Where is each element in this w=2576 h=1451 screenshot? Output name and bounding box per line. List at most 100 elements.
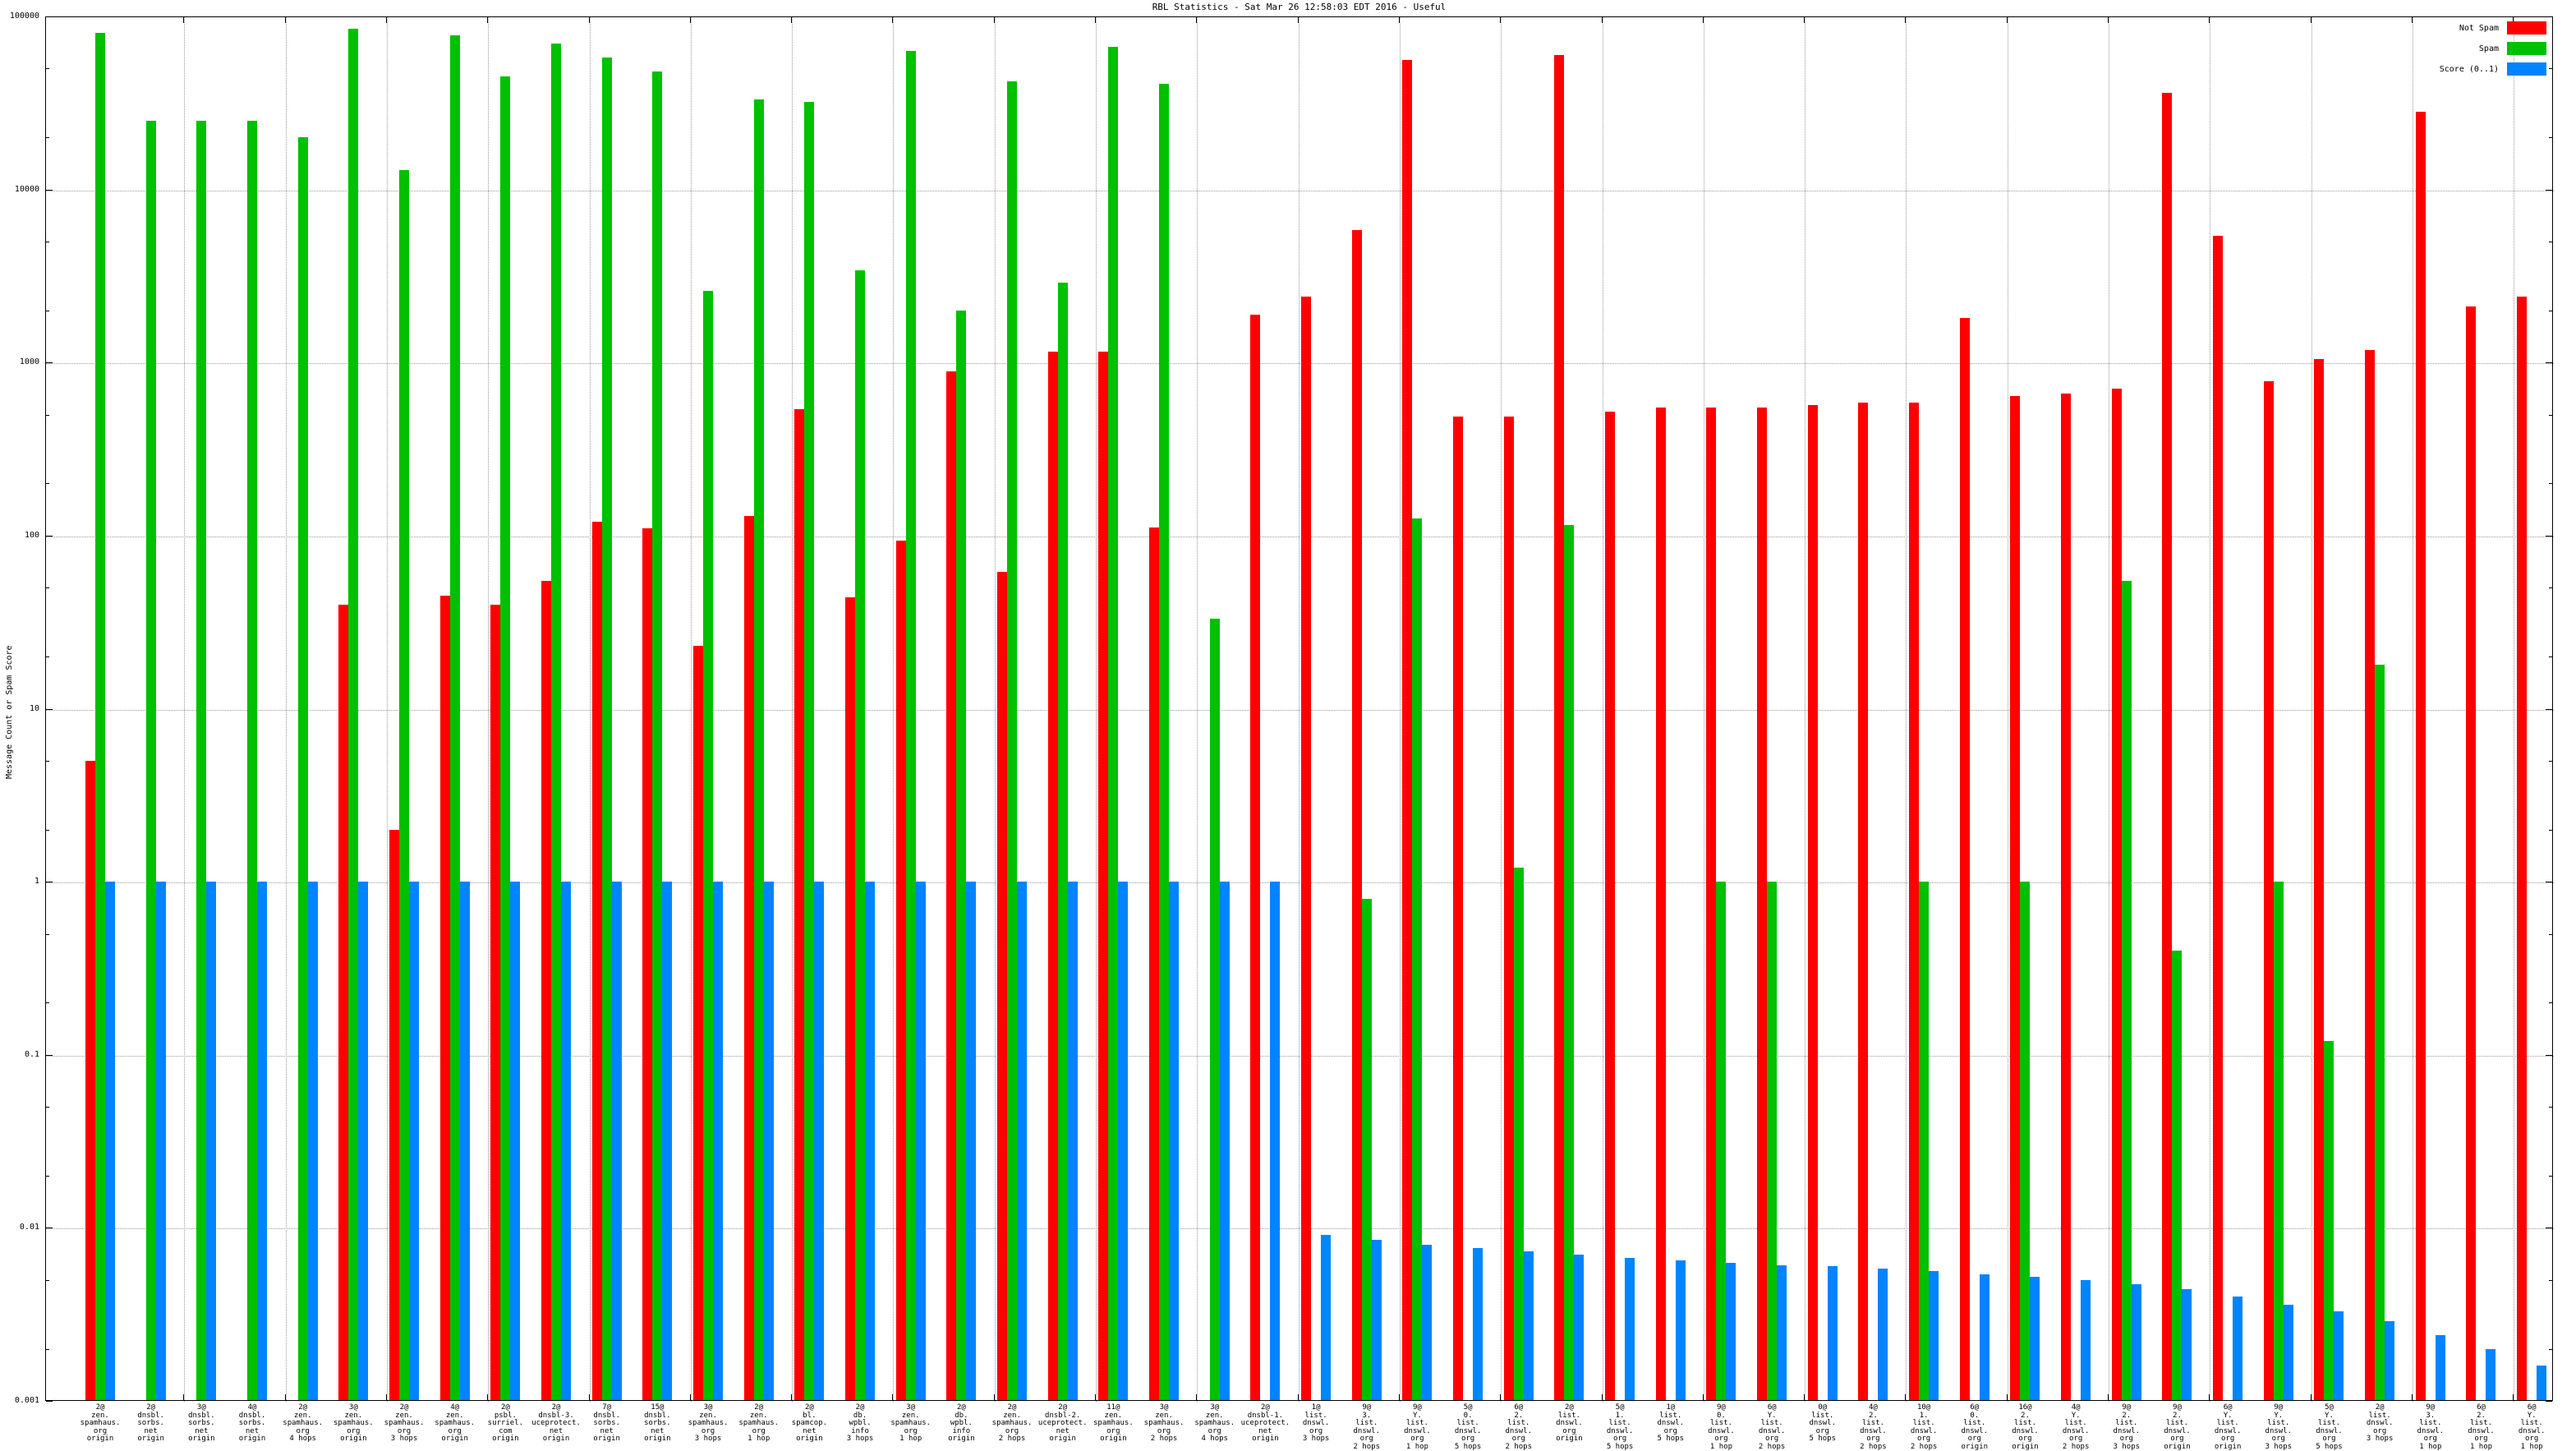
x-tick bbox=[2311, 17, 2312, 23]
bar-score bbox=[966, 882, 976, 1400]
bar-spam bbox=[956, 311, 966, 1400]
x-tick-label-line: origin bbox=[1540, 1435, 1598, 1444]
y-tick-minor bbox=[46, 68, 49, 69]
y-tick-major bbox=[2546, 536, 2552, 537]
x-tick bbox=[1500, 1394, 1501, 1400]
y-tick-minor bbox=[46, 137, 49, 138]
bar-spam bbox=[754, 99, 764, 1400]
bar-not-spam bbox=[1250, 315, 1260, 1400]
bar-score bbox=[713, 882, 723, 1400]
x-tick-label-line: origin bbox=[1084, 1435, 1142, 1444]
x-tick bbox=[2108, 17, 2109, 23]
bar-not-spam bbox=[1048, 352, 1058, 1400]
x-tick-label-line: 2 hops bbox=[983, 1435, 1041, 1444]
bar-score bbox=[1321, 1235, 1331, 1400]
x-tick-label-line: 1 hop bbox=[882, 1435, 940, 1444]
x-tick bbox=[2108, 1394, 2109, 1400]
y-tick-minor bbox=[2549, 1280, 2552, 1281]
bar-score bbox=[2030, 1277, 2040, 1400]
x-tick bbox=[386, 17, 387, 23]
x-tick-label-line: 1 hop bbox=[2452, 1444, 2509, 1451]
bar-score bbox=[1270, 882, 1280, 1400]
x-tick-label-line: origin bbox=[172, 1435, 230, 1444]
y-tick-minor bbox=[2549, 830, 2552, 831]
x-tick bbox=[1905, 1394, 1906, 1400]
y-tick-minor bbox=[46, 1349, 49, 1350]
bar-not-spam bbox=[1757, 408, 1767, 1400]
bar-spam bbox=[2020, 882, 2030, 1400]
x-tick-label-line: origin bbox=[426, 1435, 484, 1444]
bar-score bbox=[2233, 1297, 2242, 1400]
y-tick-label: 10 bbox=[0, 705, 39, 713]
x-tick bbox=[1095, 17, 1096, 23]
bar-spam bbox=[1108, 47, 1118, 1400]
bar-spam bbox=[2274, 882, 2284, 1400]
y-tick-minor bbox=[46, 415, 49, 416]
x-tick bbox=[791, 17, 792, 23]
y-tick-minor bbox=[2549, 1349, 2552, 1350]
x-tick bbox=[1703, 1394, 1704, 1400]
bar-not-spam bbox=[1909, 403, 1919, 1400]
bar-not-spam bbox=[2061, 394, 2071, 1400]
bar-spam bbox=[247, 121, 257, 1400]
y-tick-minor bbox=[46, 830, 49, 831]
x-tick-label-line: origin bbox=[1236, 1435, 1294, 1444]
bar-not-spam bbox=[2365, 350, 2375, 1400]
y-tick-major bbox=[46, 709, 53, 710]
x-tick bbox=[183, 1394, 184, 1400]
x-tick bbox=[1905, 17, 1906, 23]
bar-not-spam bbox=[541, 581, 551, 1400]
x-gridline bbox=[792, 17, 793, 1402]
y-tick-major bbox=[46, 1401, 53, 1402]
y-tick-label: 10000 bbox=[0, 186, 39, 194]
bar-score bbox=[1929, 1271, 1939, 1400]
bar-score bbox=[1422, 1245, 1432, 1400]
x-tick bbox=[487, 17, 488, 23]
legend-swatch-score bbox=[2507, 62, 2546, 76]
x-tick bbox=[2209, 17, 2210, 23]
y-tick-minor bbox=[2549, 587, 2552, 588]
bar-not-spam bbox=[1554, 55, 1564, 1400]
bar-spam bbox=[1716, 882, 1726, 1400]
bar-not-spam bbox=[2517, 297, 2527, 1400]
bar-spam bbox=[1412, 518, 1422, 1400]
y-tick-label: 100 bbox=[0, 532, 39, 540]
bar-spam bbox=[652, 71, 662, 1400]
x-tick-label-line: origin bbox=[476, 1435, 534, 1444]
bar-spam bbox=[196, 121, 206, 1400]
bar-not-spam bbox=[946, 371, 956, 1400]
bar-score bbox=[1828, 1266, 1838, 1400]
bar-score bbox=[561, 882, 571, 1400]
x-tick bbox=[1602, 1394, 1603, 1400]
bar-spam bbox=[1159, 84, 1169, 1400]
y-tick-label: 1 bbox=[0, 878, 39, 886]
bar-not-spam bbox=[845, 597, 855, 1400]
bar-score bbox=[2436, 1335, 2445, 1400]
bar-spam bbox=[500, 76, 510, 1400]
x-tick bbox=[487, 1394, 488, 1400]
bar-not-spam bbox=[1098, 352, 1108, 1400]
x-tick bbox=[2311, 1394, 2312, 1400]
bar-score bbox=[510, 882, 520, 1400]
x-tick-label-line: origin bbox=[932, 1435, 990, 1444]
bar-score bbox=[2486, 1349, 2496, 1400]
x-tick-label-line: 2 hops bbox=[1338, 1444, 1396, 1451]
x-tick bbox=[386, 1394, 387, 1400]
bar-score bbox=[156, 882, 166, 1400]
bar-not-spam bbox=[1605, 412, 1615, 1400]
